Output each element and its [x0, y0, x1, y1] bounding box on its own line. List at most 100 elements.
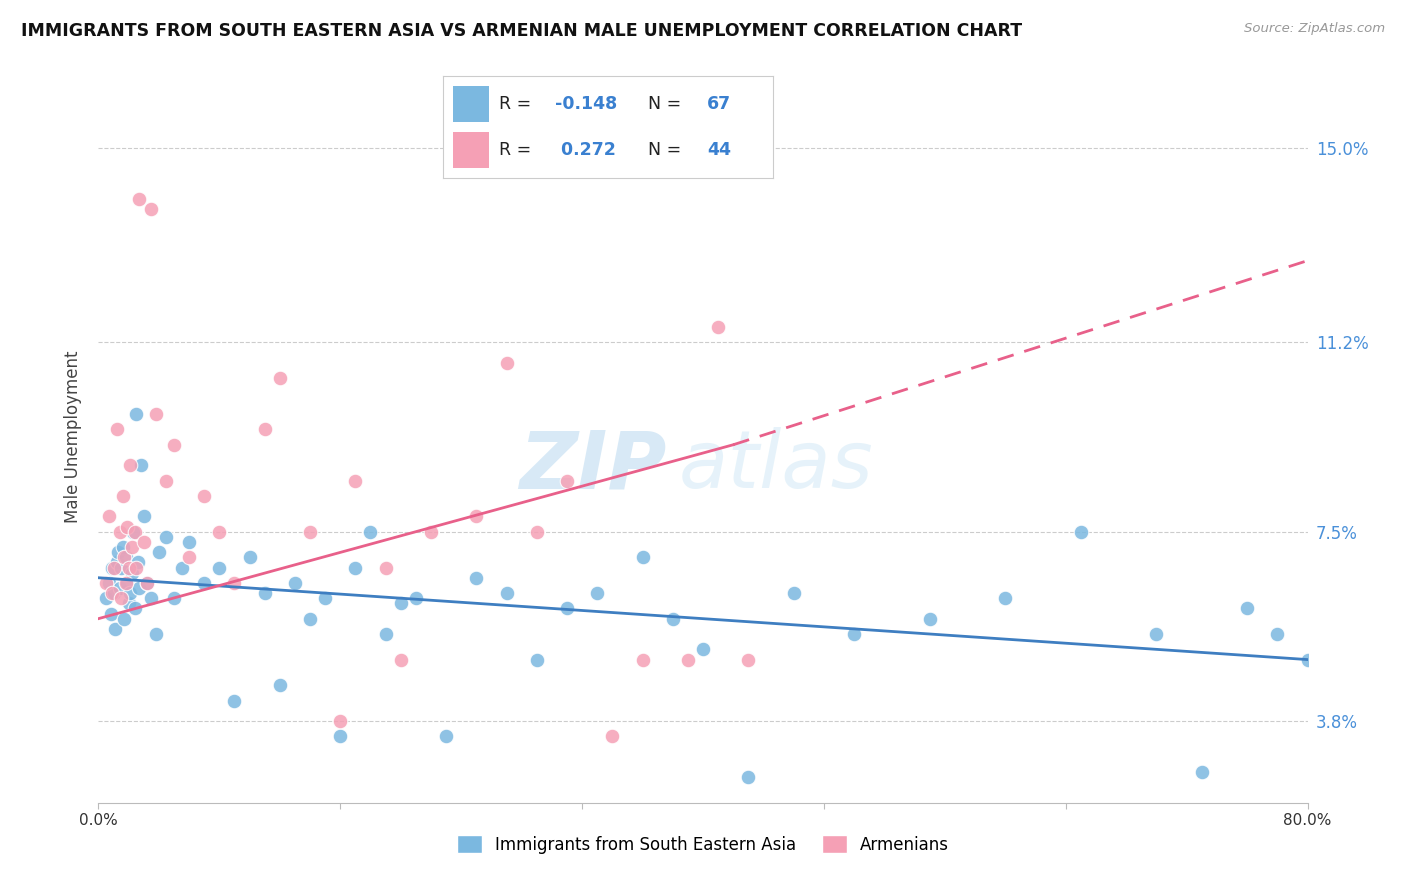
Point	[125, 407, 148, 421]
Point	[269, 678, 291, 692]
Point	[122, 524, 145, 539]
Point	[111, 540, 134, 554]
Point	[125, 560, 148, 574]
Point	[94, 591, 117, 606]
Point	[163, 591, 186, 606]
Point	[344, 560, 367, 574]
Text: R =: R =	[499, 141, 531, 159]
Text: atlas: atlas	[679, 427, 873, 506]
Point	[128, 581, 150, 595]
Point	[994, 591, 1017, 606]
Point	[1191, 765, 1213, 780]
Point	[148, 545, 170, 559]
Point	[586, 586, 609, 600]
Point	[465, 509, 488, 524]
Point	[783, 586, 806, 600]
Point	[329, 714, 352, 728]
Point	[329, 729, 352, 743]
Point	[114, 550, 136, 565]
Point	[145, 627, 167, 641]
Point	[115, 519, 138, 533]
Point	[135, 575, 157, 590]
Point	[141, 202, 163, 217]
Point	[374, 627, 396, 641]
Point	[631, 652, 654, 666]
Point	[495, 356, 517, 370]
Point	[135, 575, 157, 590]
Text: 0.272: 0.272	[555, 141, 616, 159]
Text: 44: 44	[707, 141, 731, 159]
Point	[179, 550, 201, 565]
Point	[420, 524, 443, 539]
Point	[120, 586, 142, 600]
Point	[208, 560, 231, 574]
Point	[405, 591, 427, 606]
Point	[434, 729, 457, 743]
Point	[844, 627, 866, 641]
Point	[465, 571, 488, 585]
Point	[224, 575, 246, 590]
Point	[692, 642, 714, 657]
Point	[111, 489, 134, 503]
Point	[155, 474, 177, 488]
Point	[253, 422, 276, 436]
Point	[132, 509, 155, 524]
Text: N =: N =	[648, 141, 681, 159]
Point	[103, 560, 125, 574]
Point	[299, 524, 322, 539]
Point	[132, 535, 155, 549]
Point	[1070, 524, 1092, 539]
Point	[239, 550, 262, 565]
Point	[118, 596, 141, 610]
Point	[129, 458, 152, 473]
Point	[114, 575, 136, 590]
Text: R =: R =	[499, 95, 531, 113]
Point	[269, 371, 291, 385]
Bar	[453, 87, 489, 122]
Point	[118, 560, 141, 574]
Text: 67: 67	[707, 95, 731, 113]
Point	[105, 555, 128, 569]
Point	[124, 601, 146, 615]
Point	[115, 575, 138, 590]
Point	[526, 524, 548, 539]
Point	[389, 652, 412, 666]
Point	[127, 555, 149, 569]
Point	[110, 591, 132, 606]
Point	[661, 612, 683, 626]
Point	[104, 622, 127, 636]
Point	[108, 524, 131, 539]
Point	[707, 320, 730, 334]
Point	[918, 612, 941, 626]
Point	[112, 612, 135, 626]
Y-axis label: Male Unemployment: Male Unemployment	[65, 351, 83, 524]
Point	[344, 474, 367, 488]
Point	[602, 729, 624, 743]
Point	[193, 489, 215, 503]
Point	[208, 524, 231, 539]
Point	[105, 422, 128, 436]
Point	[555, 601, 578, 615]
Point	[179, 535, 201, 549]
Point	[314, 591, 336, 606]
Point	[98, 509, 121, 524]
Point	[495, 586, 517, 600]
Point	[284, 575, 307, 590]
Point	[124, 524, 146, 539]
Point	[1146, 627, 1168, 641]
Point	[121, 540, 143, 554]
Point	[103, 586, 125, 600]
Point	[676, 652, 699, 666]
Point	[128, 192, 150, 206]
Point	[389, 596, 412, 610]
Legend: Immigrants from South Eastern Asia, Armenians: Immigrants from South Eastern Asia, Arme…	[450, 829, 956, 860]
Bar	[453, 132, 489, 168]
Point	[101, 586, 124, 600]
Point	[737, 770, 759, 784]
Text: Source: ZipAtlas.com: Source: ZipAtlas.com	[1244, 22, 1385, 36]
Point	[555, 474, 578, 488]
Point	[100, 607, 122, 621]
Text: -0.148: -0.148	[555, 95, 617, 113]
Point	[299, 612, 322, 626]
Point	[374, 560, 396, 574]
